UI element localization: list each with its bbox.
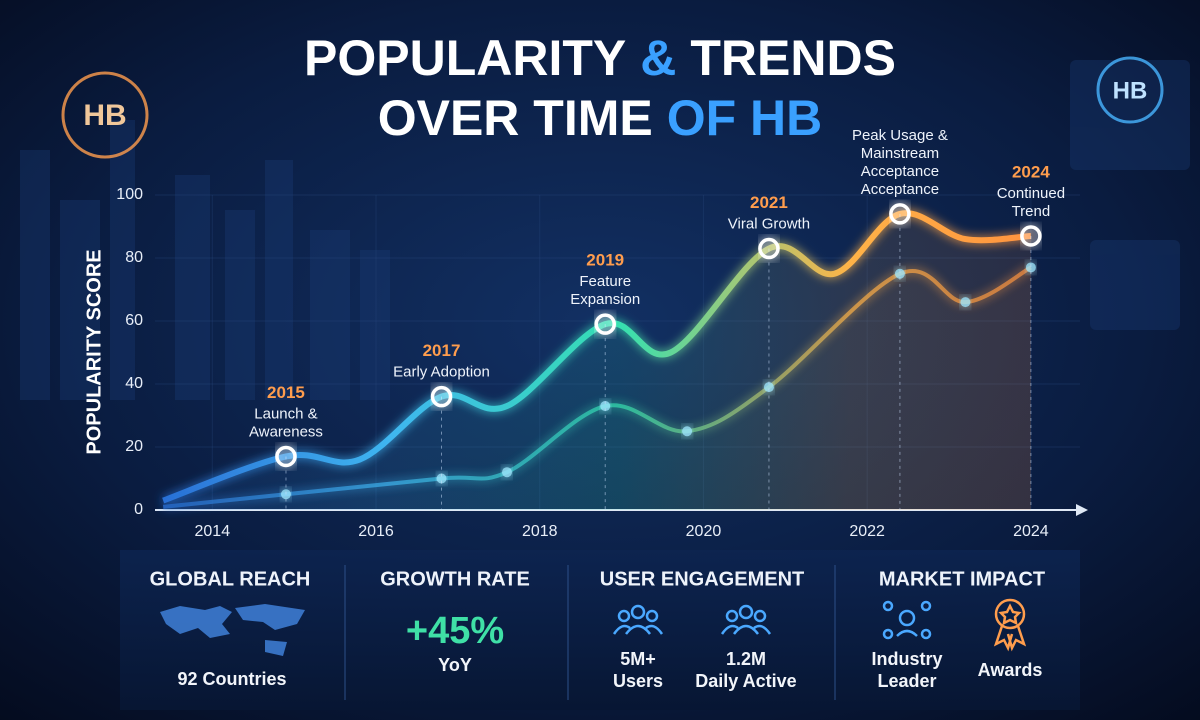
- title-part: POPULARITY: [304, 30, 626, 86]
- stat-value: 5M+: [620, 649, 656, 669]
- title-part: &: [640, 30, 676, 86]
- stat-value: 1.2M: [726, 649, 766, 669]
- stat-heading: USER ENGAGEMENT: [600, 568, 804, 590]
- annotation-year: 2024: [1012, 162, 1050, 181]
- highlight-point: [430, 385, 453, 408]
- stat-heading: GROWTH RATE: [380, 568, 530, 590]
- dividers: [344, 565, 836, 700]
- annotation-text: Feature: [579, 273, 631, 290]
- annotation-text: Viral Growth: [728, 216, 810, 233]
- point: [763, 382, 774, 393]
- chart-title: OVER TIME OF HB: [378, 90, 823, 146]
- users-icon: [612, 604, 772, 635]
- y-tick-label: 60: [125, 312, 143, 329]
- series-area: [163, 267, 1031, 510]
- skyline: [20, 60, 1190, 400]
- stat-value: YoY: [438, 655, 472, 675]
- point: [436, 473, 447, 484]
- annotation-text: Peak Usage &: [852, 127, 948, 144]
- highlight-point: [1020, 225, 1042, 247]
- x-tick-label: 2022: [849, 523, 885, 540]
- stat-heading: MARKET IMPACT: [879, 568, 1045, 590]
- annotation-text: Awareness: [249, 423, 323, 440]
- series-line: [162, 210, 1032, 504]
- annotation-year: 2015: [267, 383, 305, 402]
- leader-icon: [882, 600, 932, 640]
- point: [894, 268, 905, 279]
- point: [1025, 262, 1036, 273]
- brand-badge: [1096, 56, 1164, 124]
- annotation-year: 2017: [423, 341, 461, 360]
- series-line: [162, 265, 1032, 509]
- stat-value: Daily Active: [695, 671, 796, 691]
- annotation-text: Continued: [997, 185, 1065, 202]
- x-axis-arrow: [1076, 504, 1088, 516]
- stat-value: Awards: [978, 660, 1043, 680]
- point: [960, 297, 971, 308]
- y-tick-label: 40: [125, 375, 143, 392]
- highlight-point: [275, 445, 297, 468]
- annotation-text: Early Adoption: [393, 364, 490, 381]
- x-tick-label: 2014: [195, 523, 231, 540]
- x-tick-label: 2018: [522, 523, 558, 540]
- brand-logo: HB: [83, 99, 126, 132]
- y-tick-label: 80: [125, 249, 143, 266]
- annotation-text: Mainstream: [861, 145, 939, 162]
- stat-value: Users: [613, 671, 663, 691]
- x-tick-label: 2016: [358, 523, 394, 540]
- award-icon: [993, 598, 1027, 652]
- title-part: OVER TIME: [378, 90, 653, 146]
- highlight-point: [889, 203, 911, 225]
- x-tick-label: 2024: [1013, 523, 1049, 540]
- highlight-point: [758, 237, 780, 260]
- stat-value: Industry: [871, 649, 942, 669]
- y-tick-label: 100: [116, 186, 143, 203]
- y-tick-label: 20: [125, 438, 143, 455]
- stats-panel: [120, 550, 1080, 710]
- brand-logo: HB: [1113, 77, 1148, 104]
- point: [501, 467, 512, 478]
- stat-big: +45%: [406, 610, 504, 652]
- world-map-icon: [160, 604, 305, 656]
- annotation-text: Expansion: [570, 291, 640, 308]
- stat-heading: GLOBAL REACH: [150, 568, 311, 590]
- plot: 0 20 40 60 80 100 2014 2016 2018 2020 2022 2024 Laun…: [116, 127, 1088, 540]
- title-part: OF HB: [667, 90, 823, 146]
- annotation-year: 2019: [586, 251, 624, 270]
- stat-value: 92 Countries: [177, 669, 286, 689]
- point: [600, 401, 611, 412]
- x-tick-label: 2020: [686, 523, 722, 540]
- annotation-text: Acceptance: [861, 181, 939, 198]
- annotation-text: Launch &: [254, 405, 317, 422]
- brand-badge: [61, 71, 149, 159]
- chart-title: POPULARITY & TRENDS: [304, 30, 896, 86]
- stat-value: Leader: [877, 671, 936, 691]
- point: [682, 426, 693, 437]
- annotation-year: 2021: [750, 193, 788, 212]
- annotation-text: Acceptance: [861, 163, 939, 180]
- highlight-point: [594, 313, 616, 335]
- y-axis-label: POPULARITY SCORE: [83, 249, 105, 454]
- title-part: TRENDS: [690, 30, 896, 86]
- annotation-text: Trend: [1012, 203, 1051, 220]
- y-tick-label: 0: [134, 501, 143, 518]
